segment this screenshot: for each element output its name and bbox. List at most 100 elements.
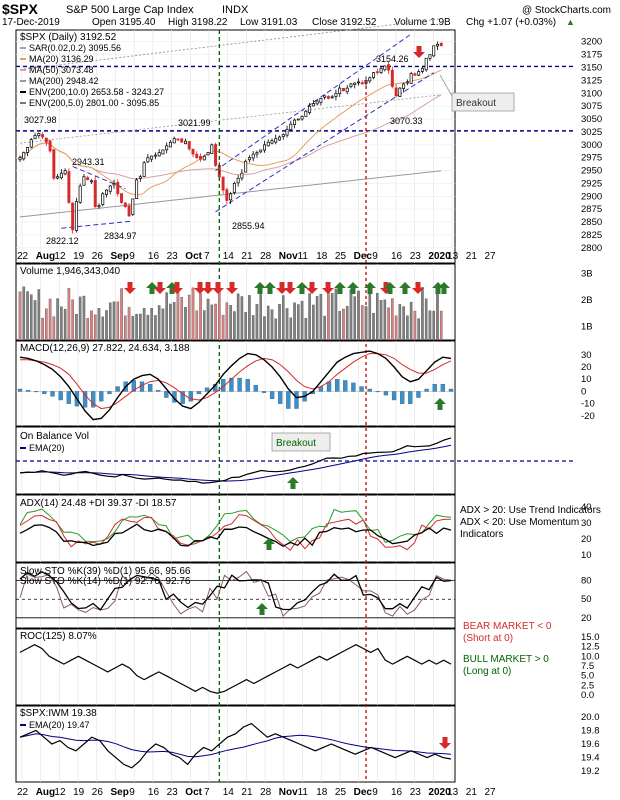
macd-histogram-bar [91,391,96,408]
macd-histogram-bar [294,391,299,409]
sell-arrow-icon [154,282,166,294]
volume-bar [75,313,78,341]
y-tick-label: 15.0 [581,632,600,643]
candle [78,185,82,203]
candle [266,141,270,147]
x-tick-label: 21 [241,251,253,262]
x-tick-label: 7 [204,251,210,262]
y-tick-label: 0 [581,386,586,397]
candle [293,119,297,126]
x-tick-label: 16 [391,251,403,262]
candle [289,123,293,131]
volume-bar [135,313,138,341]
envelope-10-line [19,18,442,70]
volume-bar [281,295,285,341]
adx-line [19,523,452,548]
y-tick-label: 3150 [581,62,602,73]
volume-bar [120,288,123,341]
y-tick-label: -10 [581,399,595,410]
candle [353,82,357,85]
macd-histogram-bar [107,391,112,395]
candle [304,110,308,117]
candle [244,160,248,173]
candle [229,193,233,201]
x-tick-label: 23 [410,251,422,262]
volume-bar [112,301,116,341]
candle [108,185,112,192]
macd-histogram-bar [278,391,283,404]
roc-label: ROC(125) 8.07% [20,631,97,642]
volume-bar [221,315,225,341]
y-tick-label: 0.0 [581,690,594,701]
panel-frame [15,494,456,563]
candle [372,72,376,78]
x-tick-label: Aug [36,787,55,798]
y-tick-label: 12.5 [581,642,600,653]
volume-bar [157,305,161,341]
candle [368,77,372,82]
candle [89,180,93,183]
y-tick-label: 2.5 [581,680,594,691]
candle [424,57,428,71]
y-tick-label: 7.5 [581,661,594,672]
volume-bar [18,291,22,341]
volume-bar [165,292,168,341]
y-tick-label: 3B [581,268,593,279]
candle [187,141,191,150]
volume-bar [176,290,180,341]
candle [116,181,120,195]
macd-histogram-bar [391,391,397,401]
macd-histogram-bar [416,391,421,398]
candle [357,81,360,84]
macd-histogram-bar [188,391,193,402]
volume-bar [191,287,195,341]
candle [206,152,210,156]
candle [281,134,285,137]
x-tick-label: 9 [129,787,135,798]
candle [52,149,56,179]
candle [417,71,421,76]
volume-bar [263,316,266,341]
plus-di-line [19,508,452,543]
candle [413,73,417,76]
macd-histogram-bar [253,385,258,392]
volume-bar [300,300,304,341]
y-tick-label: 30 [581,518,592,529]
candle [270,140,274,144]
macd-histogram-bar [164,391,169,398]
candle [375,71,379,73]
macd-histogram-bar [326,381,332,392]
candle [161,149,165,155]
exchange: INDX [222,4,249,16]
macd-histogram-bar [99,391,104,402]
volume-bar [101,316,105,341]
candle [315,100,319,105]
buy-arrow-icon [399,282,411,294]
candle [150,155,154,160]
price-annotation: 2943.31 [72,157,105,167]
x-tick-label: 18 [316,787,328,798]
macd-histogram-bar [448,388,454,392]
x-tick-label: 25 [335,251,347,262]
volume-bar [225,302,229,341]
ratio-ema-line [19,733,452,758]
sto14-line [19,570,452,618]
candle [48,140,52,152]
breakout-callout [451,92,515,112]
macd-histogram-bar [335,379,340,392]
volume-bar [127,307,131,341]
volume-bar [383,299,387,341]
y-tick-label: 19.6 [581,739,600,750]
candle [157,152,161,157]
volume-bar [417,318,420,341]
volume-bar [206,298,210,341]
volume-bar [421,287,424,341]
x-tick-label: 23 [167,787,179,798]
volume-bar [229,305,232,341]
x-tick-label: 2020 [428,787,451,798]
y-tick-label: 19.8 [581,725,600,736]
volume-bar [330,292,334,341]
x-tick-label: 13 [447,787,459,798]
volume-bar [124,315,127,341]
volume-bar [319,294,323,341]
